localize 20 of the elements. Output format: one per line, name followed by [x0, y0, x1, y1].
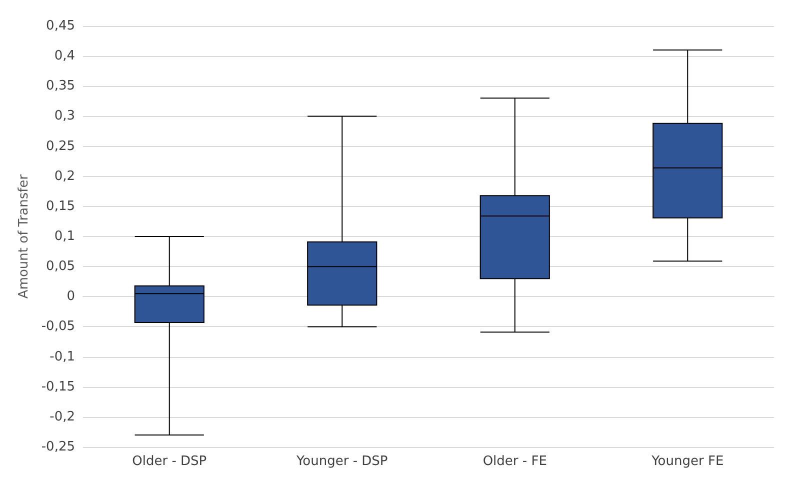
y-tick-label: -0,1	[50, 349, 75, 364]
x-tick-label: Younger - DSP	[295, 454, 388, 469]
y-tick-label: -0,05	[41, 319, 75, 334]
y-tick-label: 0,45	[46, 18, 75, 34]
y-tick-label: -0,25	[41, 440, 75, 454]
y-tick-label: 0,25	[46, 138, 75, 154]
y-tick-label: 0,2	[54, 168, 75, 184]
x-tick-label: Older - DSP	[132, 454, 207, 469]
y-tick-label: 0,3	[54, 108, 75, 124]
y-axis-title: Amount of Transfer	[16, 174, 32, 299]
y-tick-label: 0	[66, 289, 75, 304]
y-tick-label: 0,15	[46, 198, 75, 214]
y-tick-label: 0,35	[46, 78, 75, 94]
y-tick-label: 0,05	[46, 259, 75, 274]
y-tick-label: 0,4	[54, 48, 75, 64]
y-tick-label: -0,15	[41, 379, 75, 394]
x-tick-label: Younger FE	[650, 454, 724, 469]
x-tick-label: Older - FE	[482, 454, 547, 469]
y-tick-label: -0,2	[50, 409, 75, 424]
y-tick-label: 0,1	[54, 229, 75, 244]
